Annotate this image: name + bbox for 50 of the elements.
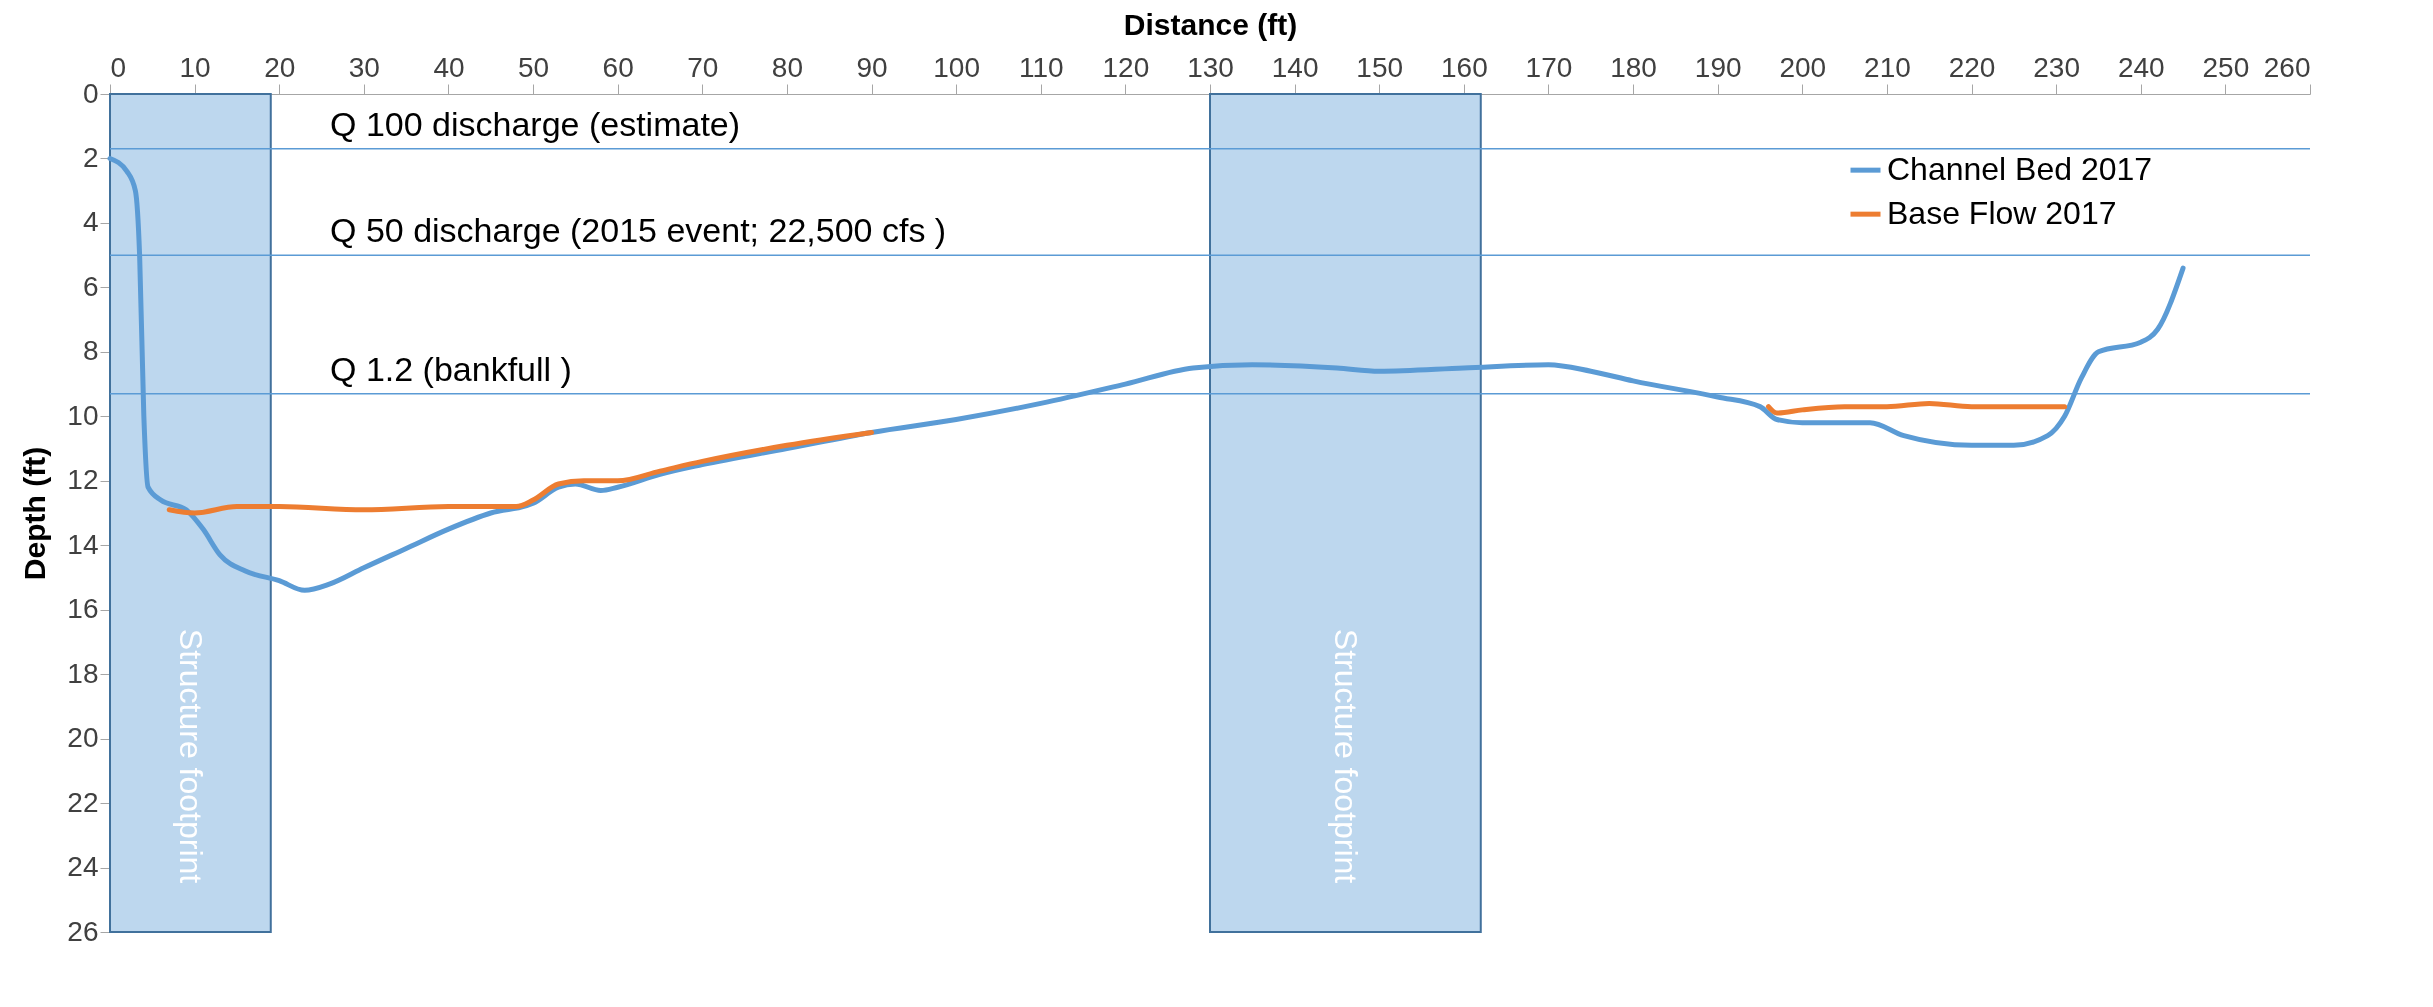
x-tick-label: 10 <box>179 51 211 83</box>
y-tick-label: 18 <box>67 657 99 689</box>
x-tick-label: 70 <box>687 51 719 83</box>
x-tick-label: 250 <box>2202 51 2250 83</box>
x-tick-label: 40 <box>433 51 465 83</box>
x-tick-label: 50 <box>518 51 550 83</box>
x-tick-label: 160 <box>1440 51 1488 83</box>
x-tick-label: 120 <box>1102 51 1150 83</box>
x-tick-label: 90 <box>856 51 888 83</box>
x-tick-label: 100 <box>933 51 981 83</box>
x-tick-label: 30 <box>348 51 380 83</box>
x-tick-label: 150 <box>1356 51 1404 83</box>
x-tick-label: 220 <box>1948 51 1996 83</box>
x-tick-label: 170 <box>1525 51 1573 83</box>
legend-label: Channel Bed 2017 <box>1887 151 2153 188</box>
y-tick-label: 8 <box>82 335 99 367</box>
y-tick-label: 14 <box>67 528 99 560</box>
ref-line-label: Q 100 discharge (estimate) <box>330 104 741 143</box>
x-tick-label: 200 <box>1779 51 1827 83</box>
x-tick-label: 260 <box>2263 51 2311 83</box>
y-tick-label: 4 <box>82 206 99 238</box>
x-tick-label: 140 <box>1271 51 1319 83</box>
x-tick-label: 210 <box>1864 51 1911 83</box>
x-tick-label: 110 <box>1018 51 1064 83</box>
y-tick-label: 0 <box>82 77 99 109</box>
ref-line-label: Q 1.2 (bankfull ) <box>330 349 572 388</box>
y-tick-label: 24 <box>67 851 99 883</box>
y-tick-label: 22 <box>67 786 99 818</box>
y-tick-label: 20 <box>67 722 99 754</box>
legend-label: Base Flow 2017 <box>1887 195 2117 232</box>
y-tick-label: 16 <box>67 593 99 625</box>
x-tick-label: 230 <box>2033 51 2081 83</box>
band-label: Structure footprint <box>173 628 210 884</box>
x-tick-label: 180 <box>1610 51 1657 83</box>
y-tick-label: 10 <box>67 399 99 431</box>
x-tick-label: 190 <box>1694 51 1742 83</box>
x-tick-label: 60 <box>602 51 634 83</box>
y-tick-label: 26 <box>67 915 99 947</box>
x-axis-title: Distance (ft) <box>1123 7 1298 41</box>
x-tick-label: 130 <box>1187 51 1234 83</box>
band-label: Structure footprint <box>1328 628 1365 884</box>
y-tick-label: 6 <box>82 270 99 302</box>
ref-line-label: Q 50 discharge (2015 event; 22,500 cfs ) <box>330 211 947 250</box>
x-tick-label: 0 <box>110 51 127 83</box>
y-axis-title: Depth (ft) <box>18 446 52 581</box>
y-tick-label: 2 <box>82 141 99 173</box>
x-tick-label: 240 <box>2117 51 2165 83</box>
x-tick-label: 80 <box>771 51 803 83</box>
x-tick-label: 20 <box>264 51 296 83</box>
y-tick-label: 12 <box>67 464 99 496</box>
